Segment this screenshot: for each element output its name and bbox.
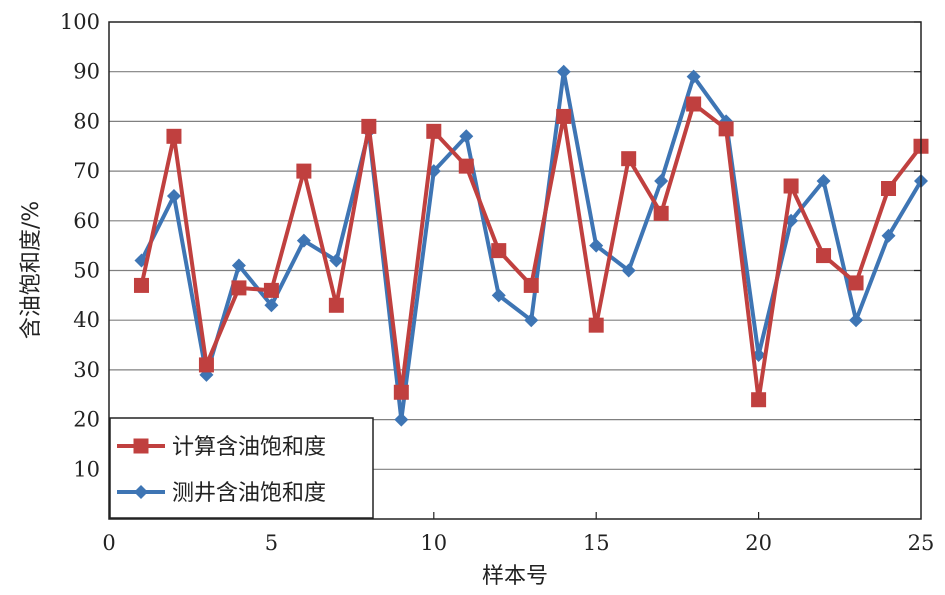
series-1-point-13 [523,277,539,293]
series-2-point-12 [491,288,506,303]
series-2-point-16 [621,263,636,278]
series-1 [133,96,929,408]
series-1-point-18 [686,96,702,112]
x-tick-label-20: 20 [745,531,772,555]
series-1-point-3 [198,357,214,373]
legend-label-1: 计算含油饱和度 [172,435,326,460]
series-2-point-4 [231,258,246,273]
series-1-line [139,102,923,402]
series-2-point-11 [459,129,474,144]
series-1-point-23 [848,275,864,291]
series-1-point-9 [393,384,409,400]
series-1-point-1 [133,277,149,293]
legend-label-2: 测井含油饱和度 [172,481,326,506]
y-tick-label-100: 100 [60,10,100,34]
series-1-point-24 [881,180,897,196]
series-1-point-16 [621,151,637,167]
series-1-point-17 [653,205,669,221]
y-tick-label-80: 80 [73,109,100,133]
series-1-point-20 [751,392,767,408]
x-tick-label-0: 0 [102,531,115,555]
series-1-point-4 [231,280,247,296]
x-tick-label-15: 15 [583,531,610,555]
series-1-point-11 [458,158,474,174]
y-tick-label-40: 40 [73,308,100,332]
series-2-point-15 [589,238,604,253]
series-1-point-6 [296,163,312,179]
series-2-point-2 [166,188,181,203]
y-tick-label-30: 30 [73,358,100,382]
series-2-point-14 [556,64,571,79]
legend-marker-1 [133,438,149,454]
x-axis-title: 样本号 [482,564,548,589]
series-1-point-7 [328,297,344,313]
series-1-point-21 [783,178,799,194]
series-1-point-22 [816,248,832,264]
y-tick-label-60: 60 [73,209,100,233]
series-2-point-24 [881,228,896,243]
series-1-point-12 [491,243,507,259]
series-1-point-5 [263,282,279,298]
series-1-point-10 [426,123,442,139]
y-axis-title: 含油饱和度/% [19,201,44,339]
series-2-point-5 [264,298,279,313]
series-2-point-17 [654,174,669,189]
series-2-point-18 [686,69,701,84]
series-1-point-15 [588,317,604,333]
series-2-point-6 [296,233,311,248]
series-1-point-8 [361,118,377,134]
x-tick-label-5: 5 [265,531,278,555]
legend-marker-2 [134,485,148,499]
series-1-point-19 [718,121,734,137]
series-2-point-22 [816,174,831,189]
series-2-point-23 [849,313,864,328]
series-1-point-14 [556,108,572,124]
series-2-line [139,69,923,422]
x-tick-label-25: 25 [908,531,935,555]
series-1-point-2 [166,128,182,144]
y-tick-label-50: 50 [73,259,100,283]
y-tick-label-90: 90 [73,60,100,84]
series-2-point-9 [394,412,409,427]
legend-box [109,417,374,519]
x-tick-label-10: 10 [420,531,447,555]
axis-ticks: 10 20 30 40 50 60 70 80 90 100 0 5 10 15 20 25 [60,10,934,555]
series-2-point-13 [524,313,539,328]
series-2 [134,64,928,427]
y-tick-label-70: 70 [73,159,100,183]
series-layer [133,64,929,427]
y-tick-label-10: 10 [73,457,100,481]
y-tick-label-20: 20 [73,408,100,432]
series-2-point-7 [329,253,344,268]
